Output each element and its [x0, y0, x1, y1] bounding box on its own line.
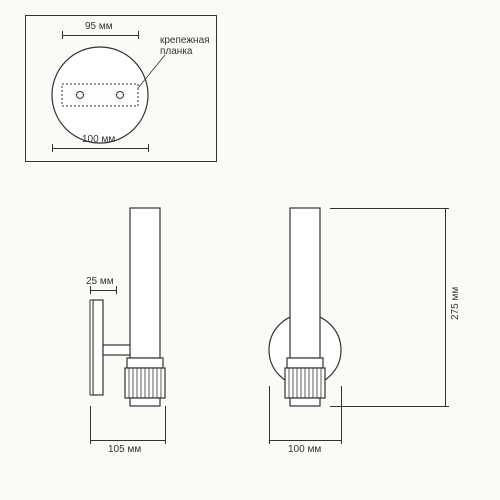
front-view-fixture — [235, 200, 375, 450]
height-label: 275 мм — [450, 287, 461, 320]
dim-depth — [90, 290, 116, 291]
dim-height — [445, 208, 446, 406]
front-width-label: 100 мм — [288, 444, 321, 455]
plate-caption-1: крепежная — [160, 35, 210, 46]
base-diameter-label: 100 мм — [82, 134, 115, 145]
depth-label: 25 мм — [86, 276, 114, 287]
side-view-fixture — [75, 200, 215, 450]
plate-caption-2: планка — [160, 46, 193, 57]
dim-side-width — [90, 440, 165, 441]
dim-base-diameter — [52, 148, 148, 149]
dim-plate-width — [62, 35, 138, 36]
dim-front-width — [269, 440, 341, 441]
side-width-label: 105 мм — [108, 444, 141, 455]
plate-width-label: 95 мм — [85, 21, 113, 32]
